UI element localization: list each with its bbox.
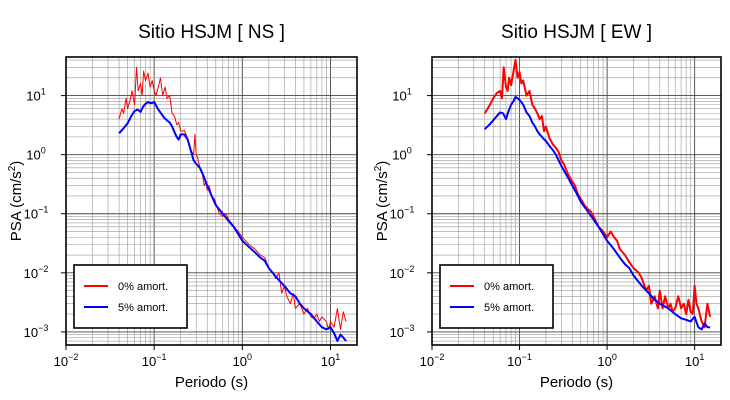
- y-tick-label: 10−3: [390, 323, 415, 340]
- x-tick-label: 101: [685, 352, 704, 369]
- x-axis-label: Periodo (s): [540, 374, 613, 391]
- x-tick-label: 10−1: [507, 352, 532, 369]
- x-tick-label: 100: [233, 352, 252, 369]
- x-tick-label: 101: [321, 352, 340, 369]
- x-tick-label: 10−1: [142, 352, 167, 369]
- legend-box: [439, 264, 554, 329]
- grid: [431, 57, 722, 346]
- plot-frame: [431, 56, 722, 346]
- series-line: [118, 101, 347, 342]
- y-tick-label: 10−3: [24, 323, 49, 340]
- plot-frame: [65, 56, 358, 346]
- legend-label: 5% amort.: [118, 302, 168, 314]
- chart-title: Sitio HSJM [ NS ]: [138, 22, 285, 43]
- y-tick-label: 10−2: [390, 264, 415, 281]
- series-line: [483, 59, 712, 329]
- legend: 0% amort. 5% amort.: [439, 264, 554, 329]
- series-line: [118, 66, 347, 330]
- legend-label: 0% amort.: [118, 281, 168, 293]
- legend-label: 5% amort.: [484, 302, 534, 314]
- y-tick-label: 10−2: [24, 264, 49, 281]
- y-tick-label: 101: [392, 87, 411, 104]
- y-tick-label: 101: [26, 87, 45, 104]
- legend-label: 0% amort.: [484, 281, 534, 293]
- y-tick-label: 10−1: [390, 205, 415, 222]
- chart-title: Sitio HSJM [ EW ]: [501, 22, 652, 43]
- y-tick-label: 10−1: [24, 205, 49, 222]
- x-tick-label: 10−2: [420, 352, 445, 369]
- legend-box: [73, 264, 188, 329]
- series-line: [484, 95, 711, 331]
- chart-panel: 10−2 10−1 100 101 10−3 10−2 10−1 100 101 Sitio HS…: [373, 22, 722, 391]
- x-tick-label: 100: [597, 352, 616, 369]
- x-axis-label: Periodo (s): [175, 374, 248, 391]
- x-tick-label: 10−2: [54, 352, 79, 369]
- y-axis-label: PSA (cm/s2): [7, 161, 25, 242]
- y-tick-label: 100: [392, 146, 411, 163]
- legend: 0% amort. 5% amort.: [73, 264, 188, 329]
- chart-panel: 10−2 10−1 100 101 10−3 10−2 10−1 100 101 Sitio HS…: [7, 22, 358, 391]
- y-tick-label: 100: [26, 146, 45, 163]
- y-axis-label: PSA (cm/s2): [373, 161, 391, 242]
